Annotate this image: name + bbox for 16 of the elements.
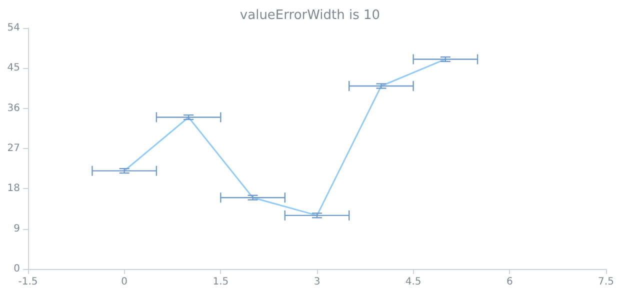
line-series bbox=[124, 58, 446, 216]
x-tick-label: 0 bbox=[121, 276, 128, 288]
y-tick-label: 18 bbox=[7, 183, 20, 194]
x-tick-label: 7.5 bbox=[598, 276, 614, 288]
x-tick-label: 4.5 bbox=[405, 276, 422, 288]
y-tick-label: 0 bbox=[14, 264, 20, 274]
x-tick-label: -1.5 bbox=[18, 276, 38, 288]
chart-title: valueErrorWidth is 10 bbox=[240, 8, 380, 23]
y-tick-label: 27 bbox=[7, 143, 20, 154]
y-tick-label: 54 bbox=[7, 22, 20, 34]
y-tick-label: 36 bbox=[7, 102, 20, 114]
x-tick-label: 6 bbox=[506, 276, 513, 288]
x-tick-label: 3 bbox=[314, 276, 320, 288]
y-tick-label: 9 bbox=[14, 223, 20, 234]
y-tick-label: 45 bbox=[7, 62, 20, 74]
x-tick-label: 1.5 bbox=[212, 276, 229, 288]
